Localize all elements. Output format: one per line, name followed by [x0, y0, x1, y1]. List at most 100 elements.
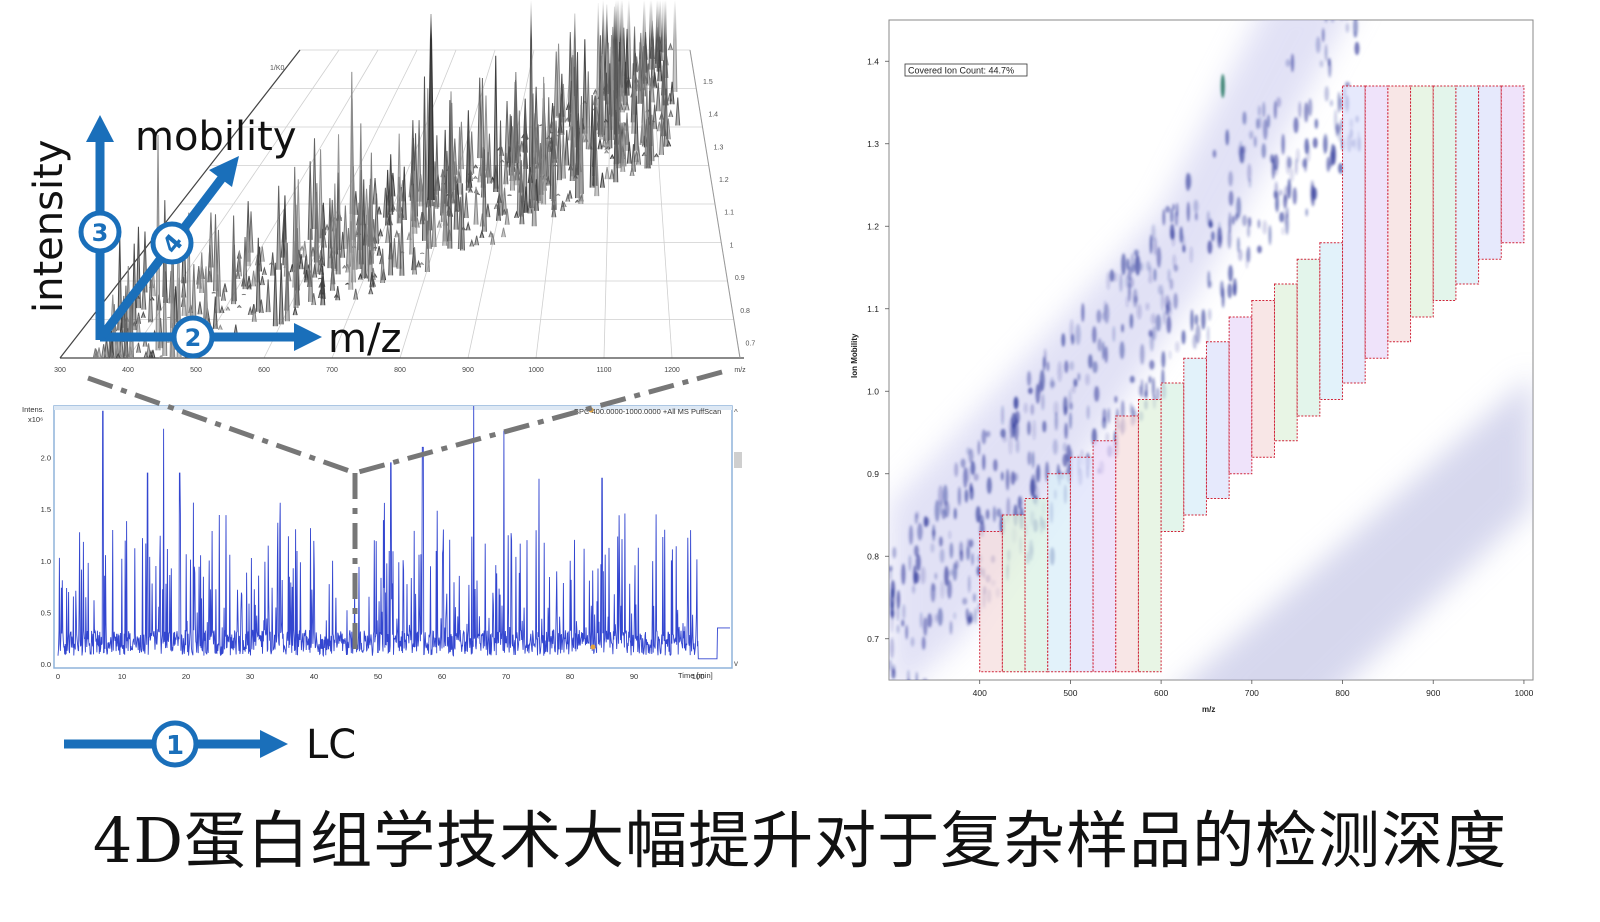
heat-signal	[1283, 207, 1287, 226]
surf-peak	[388, 154, 394, 215]
surf-peak	[477, 167, 483, 183]
surf-peak	[479, 229, 485, 239]
surf-peak	[459, 183, 465, 251]
surf-x-tick: m/z	[734, 367, 746, 374]
surf-peak	[258, 299, 264, 314]
surf-peak	[369, 272, 375, 288]
heat-x-tick: 600	[1154, 688, 1168, 698]
isolation-window	[1024, 498, 1049, 673]
surf-peak	[307, 161, 313, 240]
heat-signal	[1054, 411, 1058, 431]
surf-peak	[340, 231, 346, 258]
surf-peak	[624, 100, 630, 111]
surf-peak	[318, 149, 324, 244]
heat-signal	[924, 517, 930, 527]
isolation-window	[1410, 85, 1434, 318]
surf-peak	[419, 261, 425, 266]
heat-signal	[1195, 212, 1198, 221]
chrom-scroll-up-icon[interactable]: ^	[734, 408, 738, 417]
heat-signal	[1135, 252, 1138, 267]
surf-peak	[522, 102, 528, 213]
surf-peak	[519, 195, 525, 225]
isolation-window	[1251, 300, 1275, 458]
heat-signal	[1268, 225, 1272, 246]
isolation-window	[1364, 85, 1389, 359]
heat-signal	[889, 696, 893, 706]
surf-peak	[663, 88, 669, 147]
heat-signal	[1010, 471, 1016, 486]
heat-signal	[920, 566, 926, 585]
surf-peak	[569, 126, 575, 182]
heat-signal	[1242, 214, 1248, 227]
heat-signal	[1323, 136, 1327, 155]
heat-signal	[1298, 101, 1302, 119]
surf-peak	[668, 109, 674, 118]
heat-signal	[907, 678, 910, 680]
surf-peak	[270, 252, 276, 276]
surf-peak	[320, 276, 326, 306]
heat-signal	[1165, 205, 1171, 213]
heat-signal	[1008, 435, 1013, 455]
heat-signal	[1201, 309, 1206, 330]
heat-signal	[1092, 326, 1097, 344]
heat-signal	[1301, 158, 1307, 169]
surf-z-tick: 0.9	[735, 275, 745, 282]
heat-signal	[896, 590, 901, 609]
heat-signal	[1211, 231, 1215, 242]
surf-peak	[604, 149, 609, 154]
surf-peak	[242, 236, 248, 290]
heat-x-tick: 800	[1335, 688, 1349, 698]
heat-signal	[1104, 303, 1110, 324]
surf-peak	[335, 286, 341, 301]
heat-signal	[1233, 283, 1237, 297]
surf-peak	[203, 266, 209, 334]
mz-arrow-head	[294, 323, 322, 351]
surf-peak	[217, 324, 223, 330]
heat-signal	[1266, 114, 1271, 128]
heat-signal	[1228, 217, 1231, 232]
heat-signal	[957, 486, 962, 506]
heat-signal	[1285, 59, 1291, 67]
surf-peak	[247, 306, 253, 315]
heat-signal	[1035, 383, 1041, 404]
surf-peak	[504, 100, 510, 160]
surf-peak	[528, 0, 534, 208]
surf-peak	[553, 51, 559, 118]
surf-x-tick: 900	[462, 367, 474, 374]
surf-x-tick: 500	[190, 367, 202, 374]
heat-signal	[942, 484, 948, 506]
heat-signal	[1279, 211, 1285, 223]
surf-peak	[551, 204, 557, 218]
heat-signal	[1166, 307, 1172, 317]
surf-peak	[559, 73, 565, 135]
heat-signal	[1136, 304, 1142, 320]
heat-signal	[1207, 308, 1212, 321]
heat-signal	[975, 505, 981, 523]
heat-signal	[1237, 249, 1243, 262]
heat-signal	[896, 624, 900, 634]
heat-signal	[1247, 216, 1252, 228]
surf-peak	[236, 250, 242, 277]
chrom-y-tick: 0.5	[41, 608, 51, 617]
chrom-x-tick: 10	[118, 672, 126, 681]
heat-signal	[1032, 420, 1036, 441]
surf-peak	[231, 215, 237, 305]
svg-text:1: 1	[166, 731, 184, 761]
chrom-y-tick: 1.0	[41, 557, 51, 566]
heat-signal	[1057, 361, 1063, 382]
surf-peak	[385, 169, 391, 226]
heat-signal	[1287, 156, 1292, 169]
heat-signal	[968, 448, 974, 464]
heat-y-tick: 0.9	[867, 469, 879, 479]
heat-signal	[1329, 99, 1334, 107]
chrom-scroll-down-icon[interactable]: v	[734, 659, 738, 668]
surf-peak	[101, 344, 107, 359]
heat-signal	[1069, 402, 1073, 410]
surf-peak	[652, 72, 658, 88]
heat-signal	[888, 703, 892, 713]
isolation-window	[1500, 85, 1525, 244]
heat-signal	[1332, 145, 1337, 165]
surf-peak	[191, 264, 197, 317]
surf-peak	[603, 72, 609, 141]
chrom-y-tick: 0.0	[41, 660, 51, 669]
